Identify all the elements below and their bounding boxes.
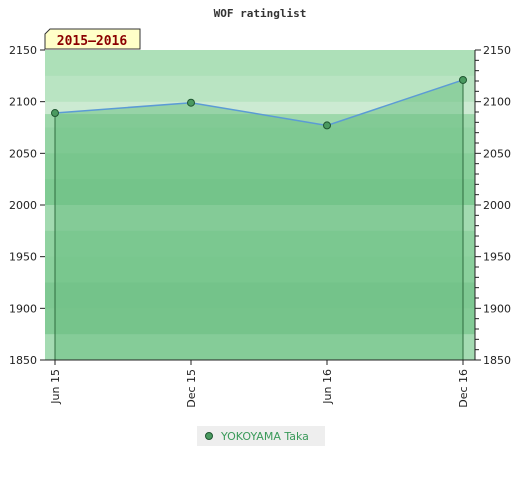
x-tick-label: Dec 15 <box>185 369 198 408</box>
series-line <box>54 79 464 127</box>
area-fill <box>55 79 463 360</box>
background-band <box>45 75 475 103</box>
y-tick-label-left: 1900 <box>9 302 37 315</box>
drop-lines <box>54 79 464 360</box>
data-points <box>51 75 467 130</box>
legend-marker <box>205 432 213 440</box>
y-tick-label-right: 1950 <box>483 251 511 264</box>
y-tick-label-left: 2050 <box>9 147 37 160</box>
y-tick-label-right: 2050 <box>483 147 511 160</box>
y-tick-label-left: 1950 <box>9 251 37 264</box>
y-tick-label-right: 1900 <box>483 302 511 315</box>
y-tick-label-left: 2000 <box>9 199 37 212</box>
legend-box <box>197 426 325 446</box>
y-tick-label-left: 1850 <box>9 354 37 367</box>
legend-label: YOKOYAMA Taka <box>220 430 309 443</box>
y-tick-label-right: 1850 <box>483 354 511 367</box>
y-tick-label-right: 2000 <box>483 199 511 212</box>
data-point <box>187 98 195 107</box>
background-band <box>45 50 475 77</box>
y-tick-label-right: 2100 <box>483 96 511 109</box>
x-tick-label: Dec 16 <box>457 369 470 408</box>
y-axis-left: 1850 1900 1950 2000 2050 2100 2150 <box>9 44 45 367</box>
period-badge: 2015–2016 <box>44 28 141 50</box>
data-point <box>323 121 331 130</box>
legend: YOKOYAMA Taka <box>197 426 325 446</box>
chart-title: WOF ratinglist <box>214 7 307 20</box>
period-badge-box <box>44 28 141 50</box>
rating-line <box>54 79 464 127</box>
x-axis: Jun 15 Dec 15 Jun 16 Dec 16 <box>45 359 475 408</box>
x-tick-label: Jun 16 <box>321 369 334 405</box>
y-tick-label-right: 2150 <box>483 44 511 57</box>
period-label: 2015–2016 <box>57 34 128 49</box>
x-tick-label: Jun 15 <box>49 369 62 405</box>
data-point <box>51 109 59 118</box>
y-tick-label-left: 2150 <box>9 44 37 57</box>
y-tick-label-left: 2100 <box>9 96 37 109</box>
rating-area <box>55 79 463 360</box>
y-axis-right: 1850 1900 1950 2000 2050 2100 2150 <box>474 44 511 367</box>
data-point <box>459 75 467 84</box>
